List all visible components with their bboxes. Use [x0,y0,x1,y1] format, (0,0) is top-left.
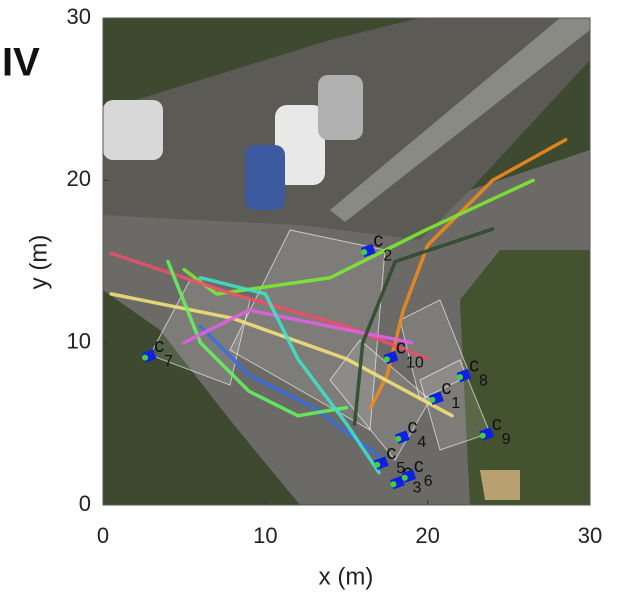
y-tick-label: 30 [67,4,91,29]
camera-dot [395,436,401,442]
panel-label: IV [2,41,40,85]
camera-dot [457,374,463,380]
camera-dot [402,475,408,481]
x-tick-label: 10 [253,523,277,548]
x-axis-label: x (m) [319,563,374,590]
camera-label: c [396,337,406,359]
camera-index: 7 [164,353,173,370]
camera-index: 3 [412,479,421,496]
camera-label: c [414,455,424,477]
camera-dot [361,249,367,255]
x-tick-label: 20 [415,523,439,548]
y-tick-label: 20 [67,166,91,191]
camera-index: 10 [406,354,424,371]
camera-label: c [407,416,417,438]
y-tick-label: 0 [79,491,91,516]
camera-dot [384,356,390,362]
camera-label: c [492,413,502,435]
camera-index: 4 [417,434,426,451]
camera-dot [374,462,380,468]
camera-dot [142,355,148,361]
camera-index: 9 [502,431,511,448]
camera-label: c [386,442,396,464]
x-tick-label: 30 [578,523,602,548]
camera-index: 1 [451,395,460,412]
camera-label: c [469,354,479,376]
camera-dot [429,397,435,403]
y-axis-label: y (m) [25,235,52,290]
camera-label: c [373,229,383,251]
camera-index: 2 [383,247,392,264]
y-tick-label: 10 [67,328,91,353]
camera-label: c [441,377,451,399]
camera-dot [390,481,396,487]
camera-index: 8 [479,372,488,389]
x-tick-label: 0 [97,523,109,548]
chart: IV x (m) y (m) 01020300102030c1c2c3c4c5c… [0,0,625,595]
camera-dot [480,433,486,439]
camera-index: 6 [424,473,433,490]
camera-label: c [154,335,164,357]
